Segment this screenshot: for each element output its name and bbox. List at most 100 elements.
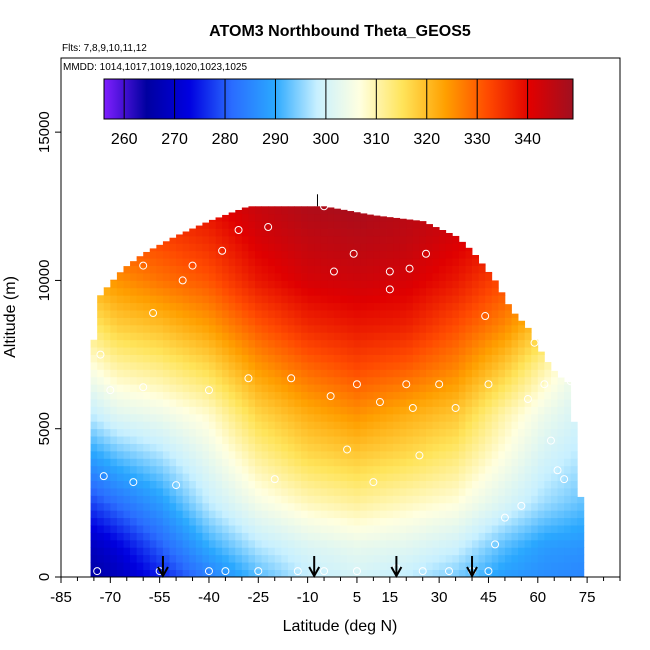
- heatmap-cell: [215, 554, 223, 563]
- heatmap-cell: [393, 480, 401, 489]
- heatmap-cell: [274, 428, 282, 437]
- heatmap-cell: [333, 324, 341, 333]
- heatmap-cell: [149, 273, 157, 281]
- heatmap-cell: [287, 517, 295, 526]
- heatmap-cell: [327, 502, 335, 511]
- heatmap-cell: [524, 327, 532, 333]
- heatmap-cell: [347, 488, 355, 496]
- heatmap-cell: [248, 473, 256, 482]
- heatmap-cell: [432, 510, 440, 519]
- heatmap-cell: [294, 428, 302, 437]
- heatmap-cell: [149, 317, 157, 326]
- heatmap-cell: [208, 539, 216, 548]
- heatmap-cell: [373, 215, 381, 222]
- heatmap-cell: [97, 539, 105, 548]
- heatmap-cell: [406, 525, 414, 533]
- heatmap-cell: [261, 354, 269, 363]
- heatmap-cell: [360, 250, 368, 259]
- heatmap-cell: [261, 295, 269, 304]
- sample-point: [421, 249, 430, 258]
- heatmap-cell: [235, 243, 243, 252]
- heatmap-cell: [393, 265, 401, 274]
- heatmap-cell: [432, 443, 440, 452]
- heatmap-cell: [182, 250, 190, 259]
- heatmap-cell: [189, 539, 197, 548]
- heatmap-cell: [149, 310, 157, 318]
- heatmap-cell: [255, 547, 262, 556]
- heatmap-cell: [90, 443, 98, 452]
- heatmap-cell: [222, 280, 230, 289]
- heatmap-cell: [524, 428, 532, 437]
- heatmap-cell: [143, 569, 151, 577]
- heatmap-cell: [360, 428, 368, 437]
- heatmap-cell: [241, 436, 249, 444]
- heatmap-cell: [353, 421, 361, 430]
- heatmap-cell: [294, 339, 302, 348]
- heatmap-cell: [399, 525, 407, 533]
- heatmap-cell: [406, 495, 414, 504]
- heatmap-cell: [320, 458, 328, 467]
- heatmap-cell: [202, 554, 210, 563]
- heatmap-cell: [268, 384, 276, 393]
- heatmap-cell: [504, 436, 512, 444]
- heatmap-cell: [366, 310, 374, 318]
- heatmap-cell: [386, 569, 394, 577]
- heatmap-cell: [136, 369, 144, 378]
- heatmap-cell: [366, 235, 374, 244]
- heatmap-cell: [281, 354, 289, 363]
- heatmap-cell: [182, 361, 190, 370]
- heatmap-cell: [412, 569, 420, 577]
- heatmap-cell: [347, 539, 355, 548]
- heatmap-cell: [195, 421, 203, 430]
- heatmap-cell: [301, 384, 309, 393]
- heatmap-cell: [97, 569, 105, 577]
- heatmap-cell: [347, 562, 355, 570]
- heatmap-cell: [235, 473, 243, 482]
- heatmap-cell: [274, 488, 282, 496]
- heatmap-cell: [504, 332, 512, 341]
- heatmap-cell: [268, 450, 276, 459]
- heatmap-cell: [452, 554, 460, 563]
- heatmap-cell: [97, 465, 105, 474]
- heatmap-cell: [294, 525, 302, 533]
- heatmap-cell: [537, 369, 545, 378]
- heatmap-cell: [406, 488, 414, 496]
- heatmap-cell: [373, 235, 381, 244]
- heatmap-cell: [550, 539, 558, 548]
- heatmap-cell: [228, 339, 236, 348]
- heatmap-cell: [248, 547, 256, 556]
- heatmap-cell: [347, 399, 355, 407]
- heatmap-cell: [445, 495, 453, 504]
- heatmap-cell: [412, 465, 420, 474]
- heatmap-cell: [149, 488, 157, 496]
- heatmap-cell: [182, 480, 190, 489]
- sample-point: [106, 386, 115, 395]
- heatmap-cell: [445, 347, 453, 355]
- heatmap-cell: [373, 361, 381, 370]
- heatmap-cell: [379, 450, 387, 459]
- heatmap-cell: [162, 473, 170, 482]
- heatmap-cell: [452, 436, 460, 444]
- heatmap-cell: [215, 295, 223, 304]
- sample-point: [375, 398, 384, 407]
- heatmap-cell: [189, 443, 197, 452]
- heatmap-cell: [143, 287, 151, 296]
- heatmap-cell: [518, 480, 526, 489]
- heatmap-cell: [333, 213, 341, 222]
- heatmap-cell: [228, 258, 236, 266]
- heatmap-cell: [268, 206, 276, 215]
- heatmap-cell: [544, 413, 552, 422]
- heatmap-cell: [557, 517, 565, 526]
- heatmap-cell: [143, 495, 151, 504]
- heatmap-cell: [360, 265, 368, 274]
- heatmap-cell: [432, 235, 440, 244]
- heatmap-cell: [491, 421, 499, 430]
- heatmap-cell: [215, 310, 223, 318]
- heatmap-cell: [386, 265, 394, 274]
- heatmap-cell: [130, 510, 138, 519]
- heatmap-cell: [511, 554, 519, 563]
- heatmap-cell: [248, 428, 256, 437]
- heatmap-cell: [399, 235, 407, 244]
- heatmap-cell: [340, 361, 348, 370]
- heatmap-cell: [287, 221, 295, 229]
